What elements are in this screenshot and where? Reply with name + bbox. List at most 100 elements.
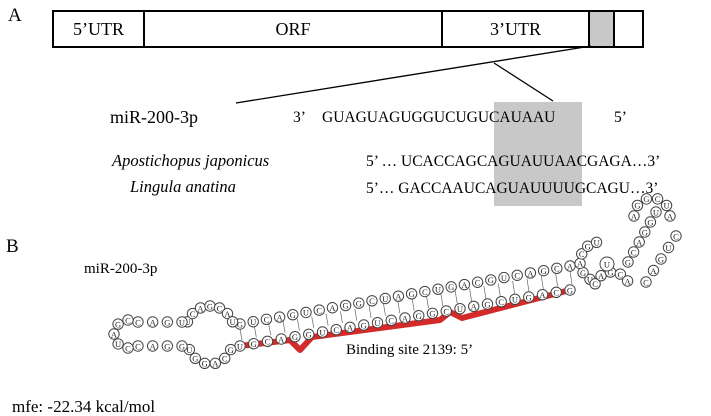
species-1-name: Apostichopus japonicus bbox=[112, 151, 270, 170]
base-letter: G bbox=[625, 257, 631, 267]
base-circle bbox=[537, 264, 550, 277]
binding-strand bbox=[239, 287, 571, 353]
base-letter: A bbox=[278, 334, 285, 344]
base-circle bbox=[454, 302, 466, 315]
base-circle bbox=[385, 314, 397, 327]
base-pair-line bbox=[512, 281, 515, 294]
base-circle bbox=[248, 337, 260, 350]
base-pair-line bbox=[254, 326, 257, 338]
seed-highlight bbox=[494, 102, 582, 206]
base-circle bbox=[112, 318, 124, 330]
base-circle bbox=[458, 278, 471, 291]
base-pair-line bbox=[454, 291, 458, 304]
base-letter: C bbox=[265, 337, 271, 347]
base-circle bbox=[399, 312, 411, 324]
base-circle bbox=[122, 314, 134, 326]
base-letter: C bbox=[422, 287, 428, 297]
base-circle bbox=[509, 293, 521, 306]
base-letter: U bbox=[179, 317, 185, 327]
base-circle bbox=[186, 307, 199, 320]
base-letter: G bbox=[642, 227, 648, 237]
base-circle bbox=[261, 335, 274, 348]
base-letter: G bbox=[488, 275, 494, 285]
base-pair-line bbox=[397, 301, 401, 314]
base-letter: U bbox=[186, 345, 192, 355]
base-circle bbox=[289, 330, 301, 343]
base-letter: G bbox=[409, 289, 415, 299]
base-letter: U bbox=[593, 238, 599, 248]
base-letter: C bbox=[617, 269, 623, 279]
base-pair-line bbox=[268, 323, 272, 336]
base-letter: C bbox=[673, 231, 679, 241]
base-circle bbox=[498, 271, 510, 284]
base-circle bbox=[219, 352, 231, 365]
base-circle bbox=[189, 352, 201, 365]
base-letter: U bbox=[250, 317, 256, 327]
base-circle bbox=[640, 276, 652, 288]
base-circle bbox=[339, 299, 352, 312]
base-circle bbox=[112, 338, 124, 350]
base-circle bbox=[161, 316, 174, 328]
base-letter: G bbox=[585, 242, 591, 252]
base-letter: A bbox=[347, 323, 354, 333]
species-1-prefix: 5’ … UCACCAG bbox=[366, 153, 477, 170]
base-letter: C bbox=[631, 247, 637, 257]
binding-site-label: Binding site 2139: 5’ bbox=[346, 342, 474, 358]
base-letter: A bbox=[329, 303, 336, 313]
base-circle bbox=[614, 268, 627, 280]
base-circle bbox=[260, 313, 273, 326]
species-2-seed: CAGUAUU bbox=[474, 180, 553, 197]
base-circle bbox=[176, 340, 188, 352]
base-letter: U bbox=[229, 317, 235, 327]
base-letter: G bbox=[237, 319, 243, 329]
base-circle bbox=[621, 275, 634, 287]
base-letter: G bbox=[634, 201, 640, 211]
base-letter: U bbox=[374, 318, 380, 328]
base-letter: A bbox=[625, 276, 632, 286]
base-letter: C bbox=[316, 305, 322, 315]
base-letter: C bbox=[135, 317, 141, 327]
base-letter: C bbox=[125, 343, 131, 353]
base-letter: G bbox=[164, 317, 170, 327]
species-1-sequence: 5’ … UCACCAGCAGUAUUAACGAGA…3’ bbox=[366, 154, 660, 170]
base-circle bbox=[511, 269, 523, 281]
base-circle bbox=[392, 290, 405, 302]
base-circle bbox=[660, 199, 673, 212]
base-letter: C bbox=[498, 297, 504, 307]
base-circle bbox=[326, 302, 339, 314]
base-letter: G bbox=[643, 194, 649, 204]
base-circle bbox=[344, 321, 356, 334]
base-letter: A bbox=[667, 211, 674, 221]
base-circle bbox=[599, 256, 615, 272]
base-letter: U bbox=[501, 273, 507, 283]
base-letter: U bbox=[303, 308, 309, 318]
base-pair-line bbox=[540, 275, 544, 289]
base-circle bbox=[176, 316, 188, 328]
base-pair-line bbox=[239, 328, 243, 341]
base-circle bbox=[647, 264, 660, 277]
mfe-value: mfe: -22.34 kcal/mol bbox=[12, 397, 156, 416]
base-circle bbox=[631, 199, 644, 212]
base-circle bbox=[213, 302, 226, 314]
base-circle bbox=[524, 267, 537, 279]
base-circle bbox=[300, 306, 312, 319]
base-circle bbox=[655, 253, 667, 265]
base-letter: C bbox=[475, 278, 481, 288]
base-letter: A bbox=[197, 303, 204, 313]
base-letter: G bbox=[179, 341, 185, 351]
base-pair-line bbox=[354, 308, 358, 321]
base-letter: C bbox=[655, 194, 661, 204]
base-pair-line bbox=[526, 278, 530, 292]
base-pair-line bbox=[282, 321, 286, 333]
species-2-suffix: UUGCAGU…3’ bbox=[552, 180, 659, 197]
base-circle bbox=[379, 292, 391, 305]
base-letter: A bbox=[636, 237, 643, 247]
base-letter: G bbox=[292, 332, 298, 342]
base-circle bbox=[275, 333, 287, 345]
base-letter: A bbox=[539, 290, 546, 300]
panel-b-label: B bbox=[6, 236, 19, 257]
base-letter: C bbox=[643, 277, 649, 287]
base-letter: G bbox=[416, 311, 422, 321]
base-pair-line bbox=[469, 288, 472, 302]
